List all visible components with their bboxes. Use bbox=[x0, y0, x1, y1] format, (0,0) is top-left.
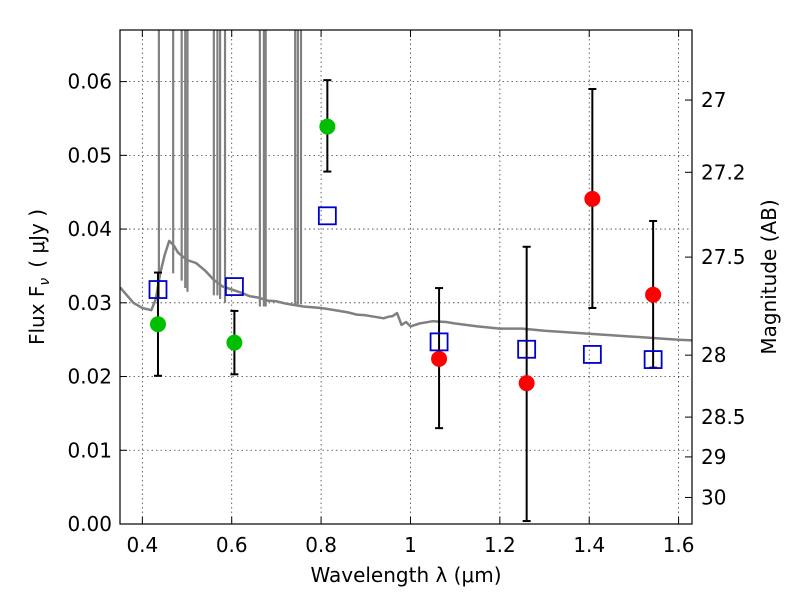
blue-square-point bbox=[582, 345, 602, 364]
model-spectrum-line bbox=[120, 239, 692, 342]
red-circle-point bbox=[431, 350, 448, 367]
green-circle-point bbox=[149, 316, 166, 333]
blue-square-point bbox=[317, 206, 337, 226]
y2-tick-label: 29 bbox=[701, 445, 726, 469]
data-markers bbox=[148, 79, 663, 523]
plot-frame bbox=[119, 29, 693, 525]
blue-square-point bbox=[517, 339, 537, 359]
x-tick-label: 0.6 bbox=[216, 533, 248, 557]
green-circle-point bbox=[226, 334, 243, 351]
y-tick-label: 0.06 bbox=[67, 70, 112, 94]
y2-tick-label: 27.2 bbox=[701, 160, 746, 184]
y-tick-label: 0.01 bbox=[67, 438, 112, 462]
plot-area bbox=[120, 30, 692, 342]
y-tick-label: 0.00 bbox=[67, 512, 112, 536]
y-tick-label: 0.02 bbox=[67, 365, 112, 389]
y2-tick-label: 27.5 bbox=[701, 245, 746, 269]
y2-tick-label: 30 bbox=[701, 485, 726, 509]
x-tick-label: 1.2 bbox=[484, 533, 516, 557]
green-circle-point bbox=[319, 118, 336, 135]
y2-tick-label: 28 bbox=[701, 343, 726, 367]
y-axis-label-subscript: ν bbox=[37, 278, 53, 286]
y2-tick-label: 27 bbox=[701, 88, 726, 112]
x-axis-label: Wavelength λ (μm) bbox=[310, 563, 501, 587]
y2-tick-label: 28.5 bbox=[701, 405, 746, 429]
red-circle-point bbox=[584, 190, 601, 207]
red-circle-point bbox=[645, 286, 662, 303]
y-tick-label: 0.05 bbox=[67, 143, 112, 167]
blue-square-point bbox=[643, 350, 663, 369]
y2-axis-label: Magnitude (AB) bbox=[757, 199, 781, 354]
x-tick-label: 1.4 bbox=[573, 533, 605, 557]
x-tick-label: 1 bbox=[404, 533, 417, 557]
y-axis-label: Flux Fν ( μJy ) bbox=[25, 209, 53, 345]
y-tick-label: 0.03 bbox=[67, 291, 112, 315]
blue-square-point bbox=[429, 332, 449, 352]
x-tick-label: 0.4 bbox=[126, 533, 158, 557]
x-tick-label: 0.8 bbox=[305, 533, 337, 557]
y-axis-label-unit: ( μJy ) bbox=[25, 209, 49, 268]
x-tick-label: 1.6 bbox=[663, 533, 695, 557]
axis-ticks: 0.4 0.6 0.8 1 1.2 1.4 1.6 0.00 0.01 0.02 0.03 0.04 0… bbox=[67, 30, 746, 557]
y-axis-label-main: Flux F bbox=[25, 286, 49, 345]
blue-square-point bbox=[148, 280, 168, 299]
blue-square-point bbox=[224, 277, 244, 296]
red-circle-point bbox=[518, 375, 535, 392]
y-tick-label: 0.04 bbox=[67, 217, 112, 241]
